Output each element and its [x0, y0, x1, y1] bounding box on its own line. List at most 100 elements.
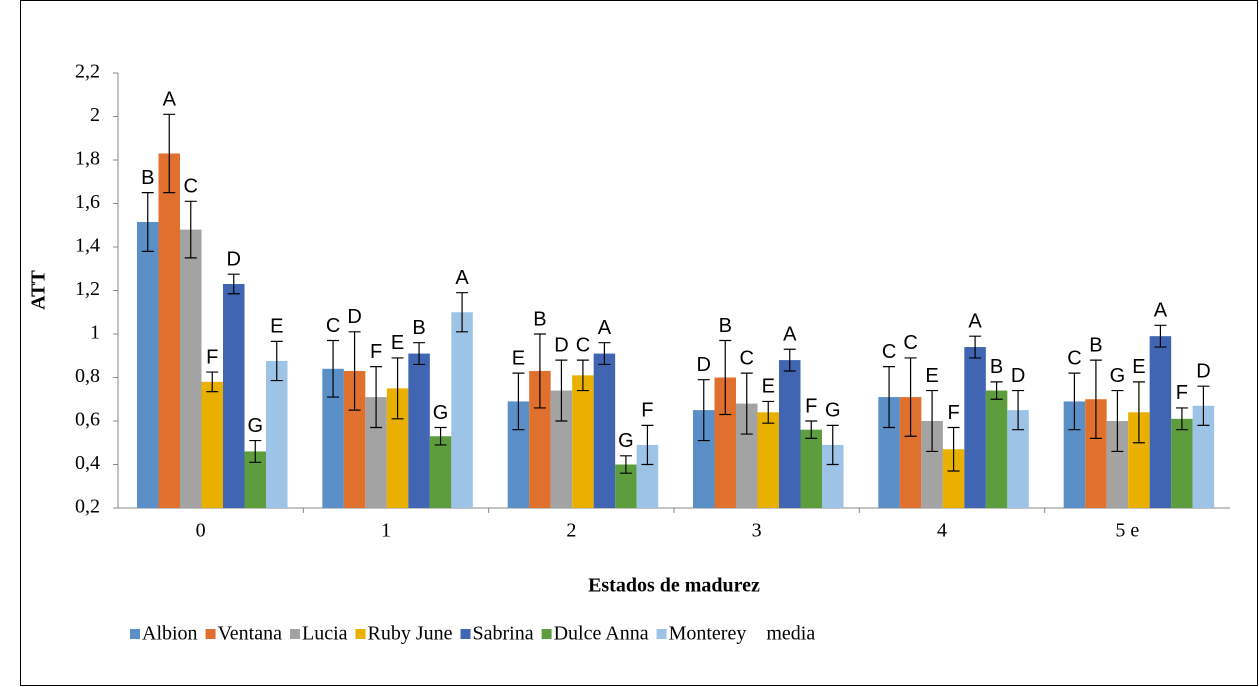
- error-bar: [1111, 389, 1124, 453]
- legend-swatch: [130, 629, 140, 639]
- error-bar: [1012, 389, 1025, 431]
- error-bar: [184, 200, 197, 259]
- error-bar: [947, 426, 960, 472]
- bar: [550, 390, 573, 508]
- significance-letter: F: [1176, 382, 1188, 404]
- bar: [1128, 412, 1150, 508]
- legend-swatch: [289, 629, 300, 639]
- significance-letter: B: [412, 317, 425, 339]
- bar: [429, 436, 452, 508]
- significance-letter: F: [641, 400, 653, 422]
- error-bar: [969, 335, 982, 359]
- bar: [822, 444, 844, 508]
- significance-letter: G: [247, 415, 263, 437]
- x-tick-label: 1: [381, 520, 391, 542]
- y-tick-label: 0,8: [75, 365, 100, 387]
- x-tick-label: 3: [752, 520, 762, 542]
- bar: [899, 397, 922, 508]
- bar: [201, 381, 223, 508]
- legend-swatch: [205, 629, 216, 639]
- error-bar: [883, 366, 896, 429]
- bar: [942, 449, 965, 508]
- y-tick-label: 1,4: [75, 235, 100, 257]
- significance-letter: C: [740, 347, 754, 369]
- y-tick-label: 0,6: [75, 409, 100, 431]
- bar: [1085, 399, 1107, 508]
- significance-letter: D: [227, 248, 241, 270]
- error-bar: [434, 426, 447, 446]
- bar: [878, 397, 900, 508]
- legend-swatch: [656, 629, 667, 639]
- bar: [636, 444, 659, 508]
- significance-letter: A: [783, 324, 797, 346]
- bar: [736, 403, 758, 508]
- error-bar: [1154, 324, 1167, 348]
- x-tick-label: 0: [196, 520, 206, 542]
- significance-letter: A: [968, 310, 982, 332]
- significance-letter: D: [347, 306, 361, 328]
- error-bar: [249, 439, 262, 463]
- error-bar: [990, 381, 1003, 400]
- legend-label: Dulce Anna: [554, 623, 649, 645]
- bar: [593, 353, 616, 508]
- significance-letter: D: [1196, 360, 1210, 382]
- error-bar: [270, 340, 283, 382]
- x-tick-label: 4: [937, 520, 947, 542]
- significance-letter: E: [512, 347, 525, 369]
- error-bar: [141, 192, 154, 252]
- significance-letter: A: [598, 317, 612, 339]
- error-bar: [719, 339, 732, 416]
- error-bar: [1132, 381, 1145, 444]
- significance-letter: G: [1110, 365, 1126, 387]
- error-bar: [1068, 372, 1081, 431]
- legend-label: Monterey: [669, 623, 747, 645]
- y-tick-label: 1: [90, 322, 100, 344]
- bar: [1106, 421, 1129, 508]
- error-bar: [576, 359, 589, 392]
- bar: [1149, 336, 1172, 508]
- significance-letter: A: [455, 267, 469, 289]
- significance-letter: E: [270, 316, 283, 338]
- legend-swatch: [541, 629, 552, 639]
- error-bar: [697, 379, 710, 442]
- error-bar: [598, 342, 611, 366]
- error-bar: [227, 273, 240, 295]
- y-tick-label: 2: [90, 104, 100, 126]
- bar: [507, 401, 530, 508]
- bar: [1171, 418, 1193, 508]
- significance-letter: D: [554, 334, 568, 356]
- significance-letter: C: [576, 334, 590, 356]
- bar: [408, 353, 430, 508]
- significance-letter: A: [1154, 300, 1168, 322]
- bar: [529, 370, 551, 508]
- error-bar: [1197, 385, 1210, 426]
- significance-letter: G: [825, 400, 841, 422]
- bar: [964, 347, 986, 508]
- error-bar: [370, 366, 383, 429]
- bar: [343, 370, 366, 508]
- error-bar: [512, 372, 525, 431]
- legend-label: Albion: [142, 623, 198, 645]
- error-bar: [762, 400, 775, 424]
- significance-letter: D: [1011, 365, 1025, 387]
- significance-letter: F: [947, 402, 959, 424]
- error-bar: [391, 357, 404, 420]
- error-bar: [904, 357, 917, 437]
- legend-label: Sabrina: [473, 623, 534, 645]
- bar: [158, 153, 180, 508]
- y-tick-label: 1,2: [75, 278, 100, 300]
- significance-letter: B: [533, 308, 546, 330]
- significance-letter: B: [1089, 334, 1102, 356]
- error-bar: [327, 339, 340, 398]
- significance-letter: B: [990, 356, 1003, 378]
- significance-letter: C: [326, 315, 340, 337]
- bar: [779, 360, 801, 508]
- bar: [572, 375, 594, 508]
- error-bar: [740, 372, 753, 435]
- significance-letter: B: [719, 315, 732, 337]
- y-tick-label: 1,6: [75, 191, 100, 213]
- bar: [693, 410, 715, 508]
- bar: [921, 421, 943, 508]
- bar: [244, 451, 266, 508]
